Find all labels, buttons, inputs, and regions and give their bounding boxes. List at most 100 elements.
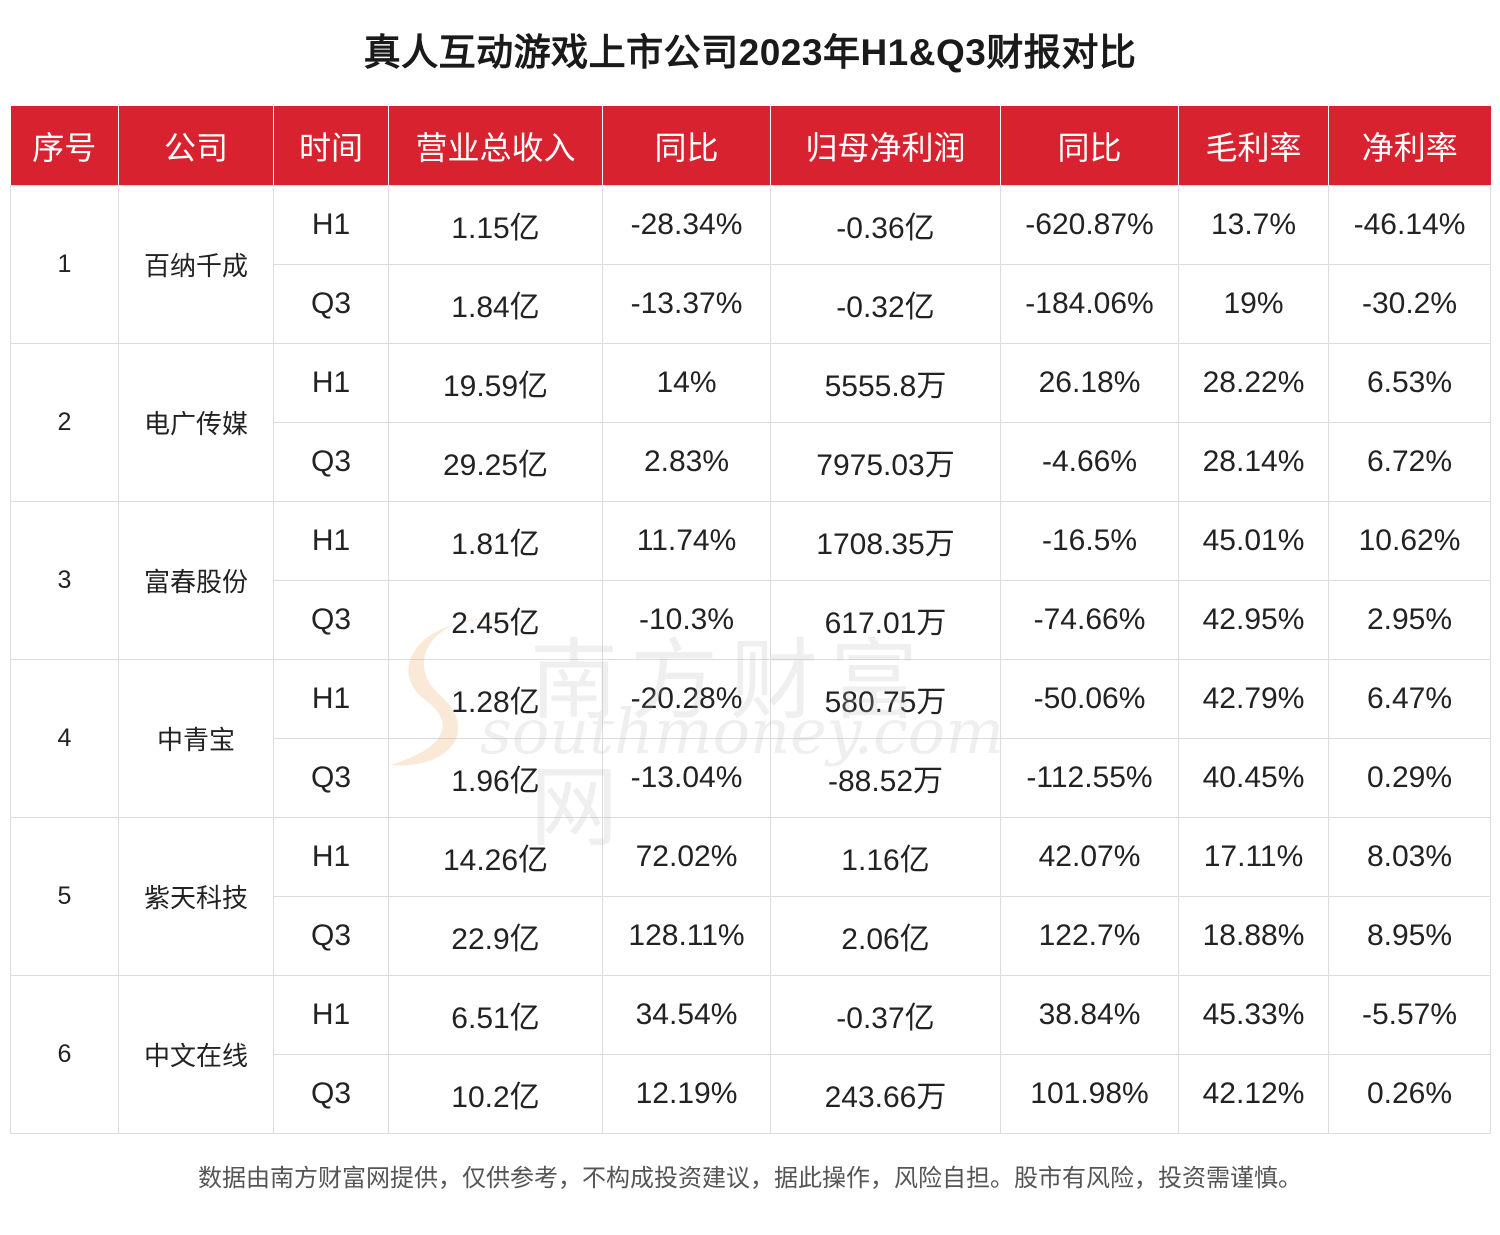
cell-net-profit: 7975.03万: [770, 422, 1001, 502]
cell-revenue-yoy: 12.19%: [602, 1054, 771, 1134]
cell-period: Q3: [273, 580, 389, 660]
cell-profit-yoy: -184.06%: [1000, 264, 1179, 344]
cell-revenue: 1.28亿: [388, 659, 603, 739]
cell-company: 紫天科技: [118, 817, 274, 976]
cell-gross-margin: 28.14%: [1178, 422, 1329, 502]
cell-company: 电广传媒: [118, 343, 274, 502]
cell-revenue-yoy: 34.54%: [602, 975, 771, 1055]
cell-profit-yoy: -112.55%: [1000, 738, 1179, 818]
cell-net-profit: -0.37亿: [770, 975, 1001, 1055]
cell-net-profit: -0.32亿: [770, 264, 1001, 344]
cell-period: H1: [273, 659, 389, 739]
cell-profit-yoy: -4.66%: [1000, 422, 1179, 502]
cell-net-margin: 6.47%: [1328, 659, 1491, 739]
cell-gross-margin: 45.01%: [1178, 501, 1329, 581]
header-period: 时间: [273, 106, 389, 186]
cell-revenue-yoy: 72.02%: [602, 817, 771, 897]
table-row: 6 中文在线 H1 6.51亿 34.54% -0.37亿 38.84% 45.33% -5.5…: [10, 975, 1491, 1134]
table-row: 1 百纳千成 H1 1.15亿 -28.34% -0.36亿 -620.87% 13.7% -4…: [10, 185, 1491, 344]
header-company: 公司: [118, 106, 274, 186]
cell-gross-margin: 18.88%: [1178, 896, 1329, 976]
cell-gross-margin: 28.22%: [1178, 343, 1329, 423]
cell-profit-yoy: 26.18%: [1000, 343, 1179, 423]
table-row: Q3 1.96亿 -13.04% -88.52万 -112.55% 40.45% 0.29%: [11, 738, 1491, 818]
cell-gross-margin: 42.12%: [1178, 1054, 1329, 1134]
cell-gross-margin: 42.95%: [1178, 580, 1329, 660]
cell-revenue: 10.2亿: [388, 1054, 603, 1134]
cell-profit-yoy: -50.06%: [1000, 659, 1179, 739]
cell-gross-margin: 19%: [1178, 264, 1329, 344]
cell-period: Q3: [273, 422, 389, 502]
header-revenue: 营业总收入: [388, 106, 603, 186]
cell-net-margin: 8.03%: [1328, 817, 1491, 897]
cell-company: 中文在线: [118, 975, 274, 1134]
header-gross-margin: 毛利率: [1178, 106, 1329, 186]
cell-period: H1: [273, 343, 389, 423]
cell-net-profit: 580.75万: [770, 659, 1001, 739]
table-row: 5 紫天科技 H1 14.26亿 72.02% 1.16亿 42.07% 17.11% 8.03…: [10, 817, 1491, 976]
cell-net-profit: 1.16亿: [770, 817, 1001, 897]
cell-period: Q3: [273, 264, 389, 344]
cell-revenue-yoy: 14%: [602, 343, 771, 423]
cell-net-margin: 10.62%: [1328, 501, 1491, 581]
cell-revenue: 2.45亿: [388, 580, 603, 660]
cell-net-margin: -30.2%: [1328, 264, 1491, 344]
cell-net-profit: -0.36亿: [770, 185, 1001, 265]
cell-profit-yoy: 38.84%: [1000, 975, 1179, 1055]
cell-revenue-yoy: -28.34%: [602, 185, 771, 265]
cell-revenue: 14.26亿: [388, 817, 603, 897]
cell-profit-yoy: 42.07%: [1000, 817, 1179, 897]
cell-net-margin: 0.26%: [1328, 1054, 1491, 1134]
cell-net-margin: 0.29%: [1328, 738, 1491, 818]
table-row: 2 电广传媒 H1 19.59亿 14% 5555.8万 26.18% 28.22% 6.53%: [10, 343, 1491, 502]
financial-comparison-table: 序号 公司 时间 营业总收入 同比 归母净利润 同比 毛利率 净利率 1 百纳千成…: [10, 106, 1491, 1134]
table-row: Q3 22.9亿 128.11% 2.06亿 122.7% 18.88% 8.95%: [11, 896, 1491, 976]
cell-revenue: 6.51亿: [388, 975, 603, 1055]
cell-revenue: 19.59亿: [388, 343, 603, 423]
cell-revenue-yoy: -10.3%: [602, 580, 771, 660]
cell-company: 百纳千成: [118, 185, 274, 344]
cell-revenue: 22.9亿: [388, 896, 603, 976]
cell-index: 4: [10, 659, 119, 818]
cell-net-profit: 2.06亿: [770, 896, 1001, 976]
cell-net-profit: 5555.8万: [770, 343, 1001, 423]
cell-company: 富春股份: [118, 501, 274, 660]
cell-profit-yoy: 101.98%: [1000, 1054, 1179, 1134]
cell-index: 3: [10, 501, 119, 660]
header-profit-yoy: 同比: [1000, 106, 1179, 186]
cell-net-margin: 8.95%: [1328, 896, 1491, 976]
header-net-margin: 净利率: [1328, 106, 1491, 186]
cell-net-margin: -5.57%: [1328, 975, 1491, 1055]
cell-period: H1: [273, 817, 389, 897]
cell-period: H1: [273, 975, 389, 1055]
table-row: Q3 10.2亿 12.19% 243.66万 101.98% 42.12% 0.26%: [11, 1054, 1491, 1134]
cell-gross-margin: 40.45%: [1178, 738, 1329, 818]
cell-revenue-yoy: 128.11%: [602, 896, 771, 976]
cell-index: 6: [10, 975, 119, 1134]
cell-company: 中青宝: [118, 659, 274, 818]
cell-gross-margin: 13.7%: [1178, 185, 1329, 265]
cell-profit-yoy: -74.66%: [1000, 580, 1179, 660]
cell-profit-yoy: -16.5%: [1000, 501, 1179, 581]
cell-gross-margin: 45.33%: [1178, 975, 1329, 1055]
cell-net-margin: 6.72%: [1328, 422, 1491, 502]
cell-net-profit: 617.01万: [770, 580, 1001, 660]
cell-period: Q3: [273, 896, 389, 976]
header-index: 序号: [10, 106, 119, 186]
cell-revenue-yoy: -20.28%: [602, 659, 771, 739]
page-title: 真人互动游戏上市公司2023年H1&Q3财报对比: [363, 32, 1137, 73]
table-row: 3 富春股份 H1 1.81亿 11.74% 1708.35万 -16.5% 45.01% 10…: [10, 501, 1491, 660]
cell-revenue: 1.84亿: [388, 264, 603, 344]
cell-index: 2: [10, 343, 119, 502]
cell-net-profit: 243.66万: [770, 1054, 1001, 1134]
cell-gross-margin: 42.79%: [1178, 659, 1329, 739]
cell-period: Q3: [273, 1054, 389, 1134]
cell-revenue: 1.96亿: [388, 738, 603, 818]
cell-period: H1: [273, 185, 389, 265]
cell-index: 1: [10, 185, 119, 344]
header-net-profit: 归母净利润: [770, 106, 1001, 186]
cell-net-profit: 1708.35万: [770, 501, 1001, 581]
cell-revenue: 1.81亿: [388, 501, 603, 581]
cell-gross-margin: 17.11%: [1178, 817, 1329, 897]
cell-index: 5: [10, 817, 119, 976]
